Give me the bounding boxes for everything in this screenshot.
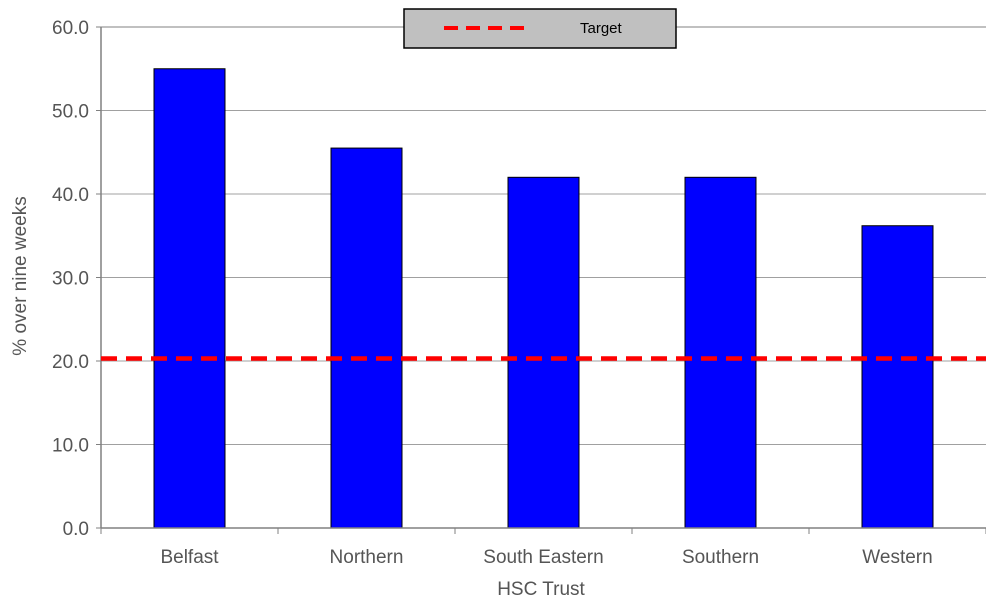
y-tick-labels: 0.0 10.0 20.0 30.0 40.0 50.0 60.0: [52, 18, 89, 540]
x-axis-title: HSC Trust: [497, 579, 585, 600]
legend-target-label: Target: [580, 20, 623, 37]
x-tick-label: Western: [862, 547, 932, 568]
y-tick-label: 30.0: [52, 269, 89, 290]
x-tick-label: Southern: [682, 547, 759, 568]
y-tick-label: 60.0: [52, 18, 89, 39]
x-tick-label: South Eastern: [483, 547, 603, 568]
y-tick-label: 10.0: [52, 436, 89, 457]
bar-western: [861, 225, 934, 529]
x-tick-label: Northern: [330, 547, 404, 568]
x-tick-labels: Belfast Northern South Eastern Southern West…: [160, 547, 932, 568]
y-axis-title: % over nine weeks: [10, 196, 31, 355]
y-tick-label: 50.0: [52, 102, 89, 123]
legend: Target: [403, 8, 677, 49]
bars: [153, 68, 934, 529]
y-tick-label: 20.0: [52, 352, 89, 373]
bar-south-eastern: [507, 176, 580, 529]
y-tick-label: 40.0: [52, 185, 89, 206]
y-tick-label: 0.0: [63, 519, 89, 540]
x-tick-label: Belfast: [160, 547, 219, 568]
bar-southern: [684, 176, 757, 529]
bar-northern: [330, 147, 403, 529]
bar-belfast: [153, 68, 226, 529]
